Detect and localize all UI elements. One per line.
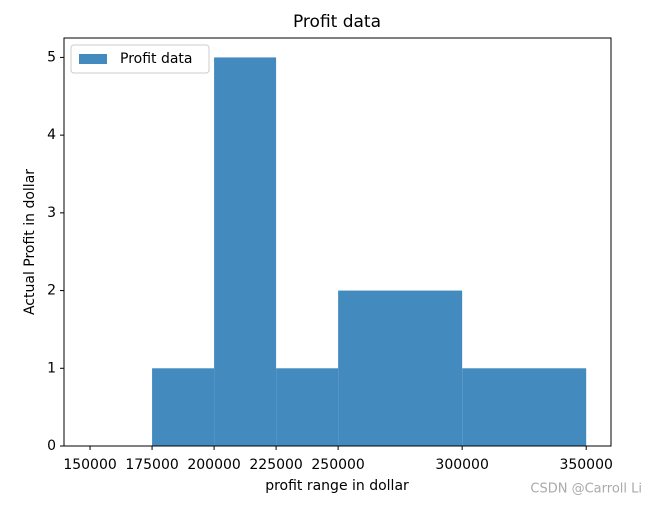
y-axis-label: Actual Profit in dollar (22, 169, 38, 315)
bar (462, 368, 587, 446)
x-tick-label: 200000 (187, 457, 240, 473)
bar (276, 368, 339, 446)
y-tick-label: 0 (47, 438, 56, 454)
axes-frame (63, 37, 612, 447)
x-axis-label: profit range in dollar (265, 478, 409, 494)
legend-swatch (79, 54, 107, 64)
x-tick-label: 250000 (311, 457, 364, 473)
bar (152, 368, 215, 446)
y-tick-label: 4 (47, 127, 56, 143)
bar (214, 57, 277, 447)
x-tick-label: 150000 (63, 457, 116, 473)
y-tick-label: 1 (47, 360, 56, 376)
x-tick-label: 175000 (125, 457, 178, 473)
chart-title: Profit data (293, 12, 381, 32)
watermark: CSDN @Carroll Li (530, 482, 642, 497)
x-tick-label: 225000 (249, 457, 302, 473)
legend-label: Profit data (120, 51, 193, 67)
x-tick-label: 300000 (435, 457, 488, 473)
y-tick-label: 5 (47, 49, 56, 65)
y-tick-label: 3 (47, 205, 56, 221)
bar (338, 290, 463, 446)
y-tick-label: 2 (47, 283, 56, 299)
legend-box (70, 44, 210, 74)
x-tick-label: 350000 (559, 457, 612, 473)
